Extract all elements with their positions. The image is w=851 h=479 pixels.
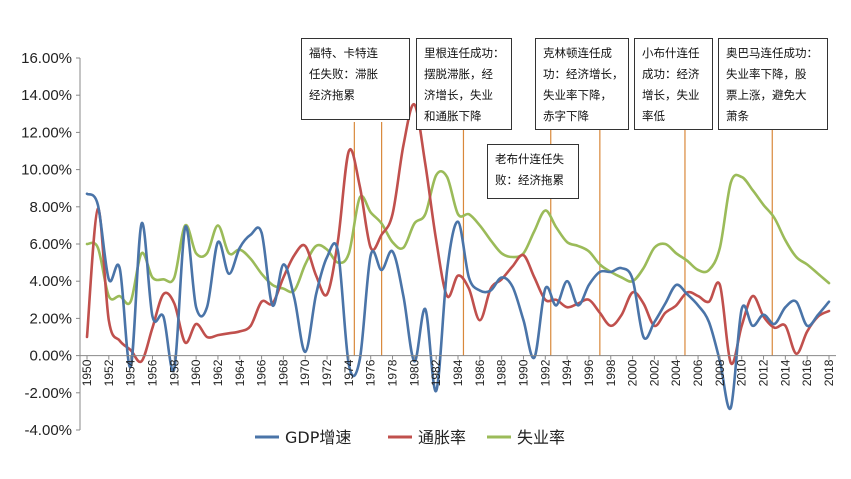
x-tick-label: 2010 [735,359,749,386]
x-tick-label: 1952 [102,359,116,386]
annotation-line: 败：经济拖累 [495,173,564,187]
x-tick-label: 1950 [80,359,94,386]
x-tick-label: 2004 [669,359,683,386]
annotation-reagan: 里根连任成功： 摆脱滞胀，经 济增长，失业 和通胀下降 [416,38,512,130]
y-tick-label: 2.00% [29,310,72,327]
x-tick-label: 1964 [233,359,247,386]
legend: GDP增速 通胀率 失业率 [255,428,565,447]
x-tick-label: 1956 [145,359,159,386]
x-tick-label: 2016 [800,359,814,386]
y-tick-label: -2.00% [24,385,72,402]
annotation-line: 小布什连任 [642,46,700,60]
annotation-ford-carter: 福特、卡特连 任失败：滞胀 经济拖累 [301,38,410,120]
x-tick-label: 1986 [473,359,487,386]
annotation-clinton: 克林顿连任成 功：经济增长， 失业率下降， 赤字下降 [535,38,629,130]
x-tick-label: 1958 [167,359,181,386]
annotation-line: 奥巴马连任成功： [726,46,818,60]
annotation-line: 福特、卡特连 [309,46,378,60]
y-tick-label: 16.00% [21,50,72,67]
x-tick-label: 1974 [342,359,356,386]
y-tick-label: 14.00% [21,87,72,104]
legend-item: GDP增速 [255,428,351,447]
x-tick-label: 1994 [560,359,574,386]
x-tick-label: 1984 [451,359,465,386]
x-tick-label: 1962 [211,359,225,386]
annotation-line: 里根连任成功： [424,46,505,60]
series-lines [85,103,831,411]
annotation-line: 失业率下降，股 [726,67,807,81]
x-tick-label: 2018 [822,359,836,386]
legend-item: 失业率 [487,428,565,447]
x-tick-label: 2006 [691,359,705,386]
x-tick-label: 1988 [495,359,509,386]
x-tick-label: 1954 [124,359,138,386]
x-tick-label: 1972 [320,359,334,386]
annotation-line: 老布什连任失 [495,152,564,166]
x-tick-label: 1982 [429,359,443,386]
axes: -4.00% -2.00% 0.00% 2.00% 4.00% 6.00% 8.00% 10.… [21,50,836,439]
annotation-line: 票上涨，避免大 [726,88,807,102]
annotation-line: 和通胀下降 [424,109,482,123]
y-tick-label: 6.00% [29,236,72,253]
x-tick-label: 2000 [626,359,640,386]
x-tick-label: 1970 [298,359,312,386]
x-tick-label: 1998 [604,359,618,386]
legend-label: 失业率 [517,428,565,447]
annotation-line: 增长，失业 [642,88,700,102]
legend-label: 通胀率 [418,428,466,447]
x-tick-label: 2014 [778,359,792,386]
y-tick-label: 10.00% [21,162,72,179]
series-line-0 [85,192,831,411]
series-line-2 [85,170,831,306]
annotation-line: 克林顿连任成 [543,46,612,60]
annotation-line: 经济拖累 [309,88,355,102]
x-tick-label: 1996 [582,359,596,386]
y-tick-label: 0.00% [29,348,72,365]
annotation-bush-sr: 老布什连任失 败：经济拖累 [487,144,579,199]
x-tick-label: 1980 [407,359,421,386]
x-tick-label: 1960 [189,359,203,386]
annotation-line: 任失败：滞胀 [309,67,378,81]
annotation-line: 成功：经济 [642,67,700,81]
y-tick-label: 4.00% [29,273,72,290]
x-tick-label: 1992 [538,359,552,386]
x-tick-label: 1976 [364,359,378,386]
y-tick-label: 8.00% [29,199,72,216]
annotation-line: 功：经济增长， [543,67,624,81]
annotation-line: 摆脱滞胀，经 [424,67,493,81]
series-line-1 [85,103,831,366]
y-tick-label: 12.00% [21,124,72,141]
x-tick-label: 1978 [386,359,400,386]
annotation-bush-jr: 小布什连任成功：经济增长，失业率低 [634,38,713,130]
y-tick-label: -4.00% [24,422,72,439]
x-tick-label: 1968 [276,359,290,386]
x-tick-label: 2008 [713,359,727,386]
annotation-line: 济增长，失业 [424,88,493,102]
x-tick-label: 1966 [255,359,269,386]
x-tick-label: 2002 [647,359,661,386]
annotation-obama: 奥巴马连任成功： 失业率下降，股 票上涨，避免大 萧条 [718,38,828,130]
annotation-line: 赤字下降 [543,109,589,123]
annotation-line: 萧条 [726,109,749,123]
x-tick-label: 1990 [516,359,530,386]
legend-label: GDP增速 [285,428,351,447]
annotation-line: 率低 [642,109,665,123]
legend-item: 通胀率 [388,428,466,447]
annotation-line: 失业率下降， [543,88,612,102]
x-tick-label: 2012 [757,359,771,386]
